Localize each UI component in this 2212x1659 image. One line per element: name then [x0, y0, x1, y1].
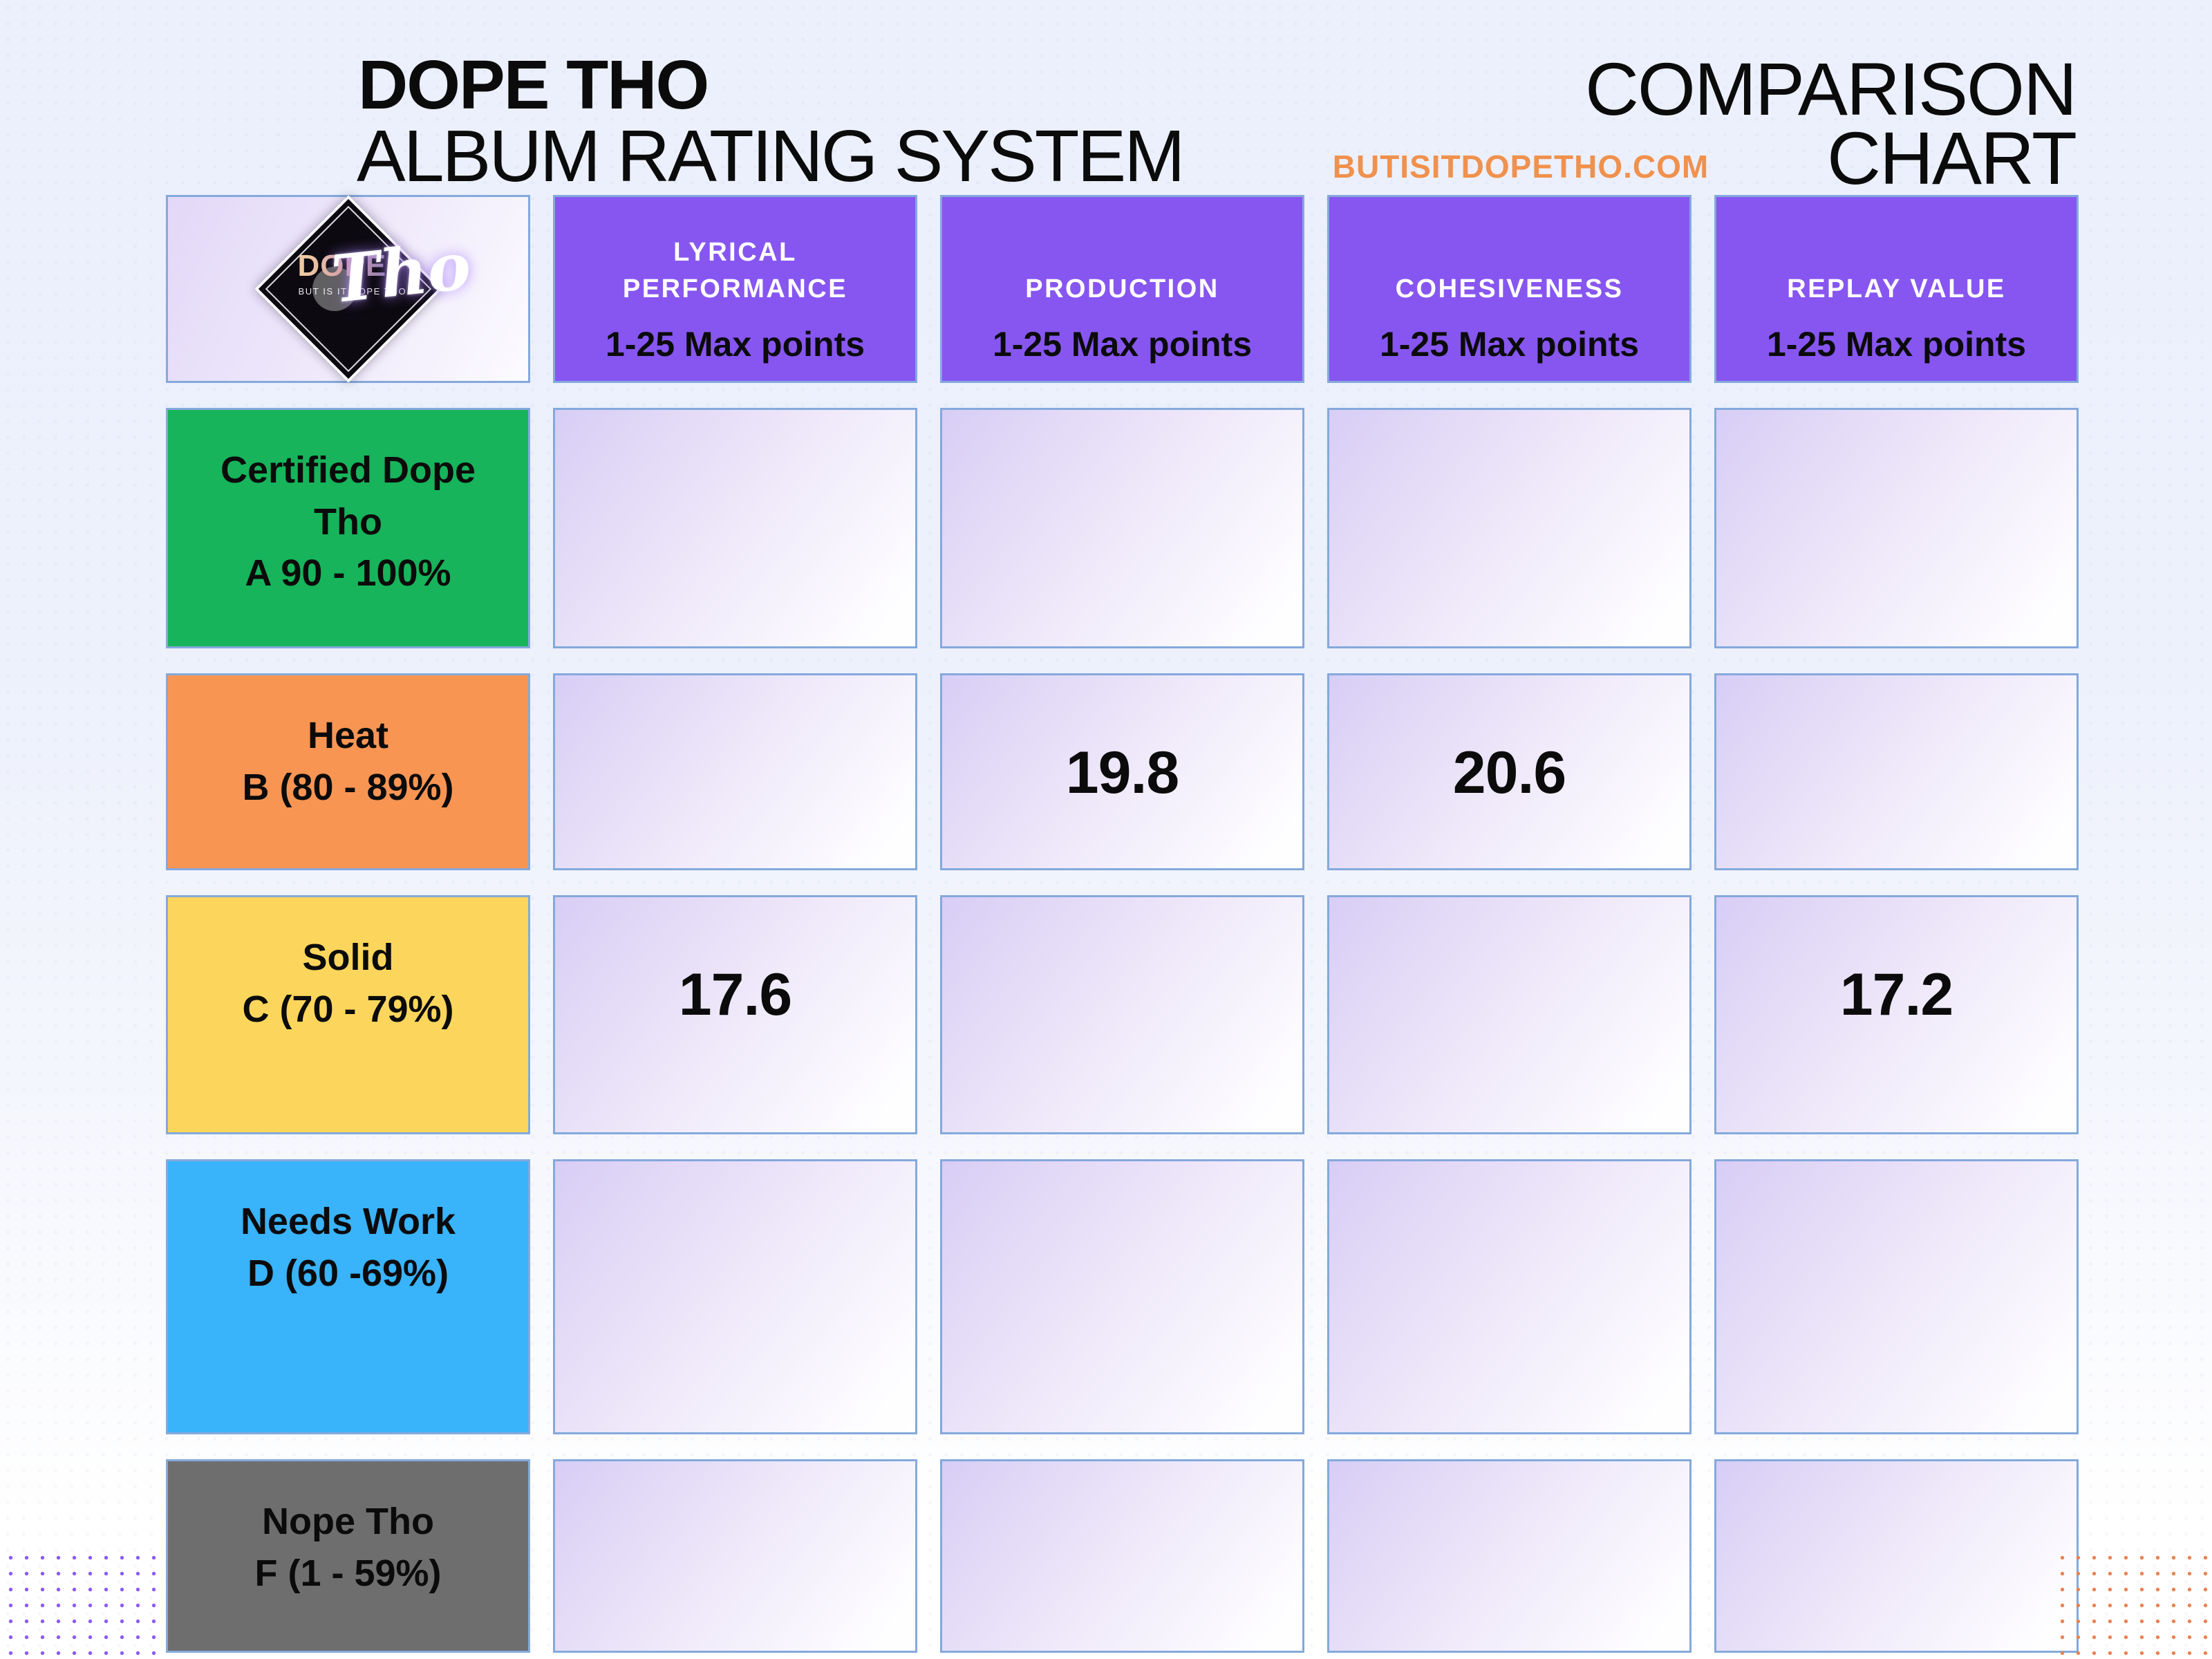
score-cell	[940, 895, 1304, 1134]
brand-title: DOPE THO	[358, 46, 709, 124]
row-label-solid: Solid C (70 - 79%)	[166, 895, 530, 1134]
score-cell	[553, 1459, 917, 1653]
row-grade-range: B (80 - 89%)	[242, 766, 454, 808]
score-cell	[1714, 1159, 2079, 1434]
score-value: 17.6	[678, 962, 792, 1028]
column-header-lyrical-performance: LYRICAL PERFORMANCE 1-25 Max points	[553, 195, 917, 383]
rating-table: DOPE BUT IS IT DOPE THO Tho LYRICAL PERF…	[166, 195, 2079, 1653]
score-cell	[553, 673, 917, 870]
logo-tagline: BUT IS IT DOPE THO	[298, 286, 407, 297]
score-cell	[1714, 673, 2079, 870]
row-grade-range: F (1 - 59%)	[254, 1552, 442, 1594]
column-header-replay-value: REPLAY VALUE 1-25 Max points	[1714, 195, 2079, 383]
score-cell-lyrical-solid: 17.6	[553, 895, 917, 1134]
max-points-label: 1-25 Max points	[1766, 325, 2027, 364]
corner-dots-purple	[0, 1546, 160, 1659]
score-value: 19.8	[1065, 740, 1179, 806]
score-cell-replay-solid: 17.2	[1714, 895, 2079, 1134]
row-grade-range: C (70 - 79%)	[242, 988, 454, 1030]
score-cell	[1327, 895, 1691, 1134]
row-label-nope-tho: Nope Tho F (1 - 59%)	[166, 1459, 530, 1653]
column-header-cohesiveness: COHESIVENESS 1-25 Max points	[1327, 195, 1691, 383]
row-label-heat: Heat B (80 - 89%)	[166, 673, 530, 870]
comparison-title-line2: CHART	[1826, 116, 2077, 200]
max-points-label: 1-25 Max points	[605, 325, 865, 364]
column-header-production: PRODUCTION 1-25 Max points	[940, 195, 1304, 383]
row-grade-name: Solid	[302, 937, 394, 978]
score-cell	[1714, 408, 2079, 648]
score-value: 17.2	[1839, 962, 1953, 1028]
score-cell	[553, 408, 917, 648]
row-grade-name: Nope Tho	[262, 1501, 434, 1542]
score-cell	[940, 408, 1304, 648]
logo-word-tho: Tho	[328, 227, 474, 319]
row-grade-range: D (60 -69%)	[247, 1252, 449, 1294]
row-label-needs-work: Needs Work D (60 -69%)	[166, 1159, 530, 1434]
row-grade-name: Heat	[307, 715, 389, 756]
score-cell	[940, 1159, 1304, 1434]
score-cell	[1327, 408, 1691, 648]
row-grade-name: Needs Work	[240, 1201, 456, 1242]
column-header-label: LYRICAL PERFORMANCE	[622, 237, 848, 303]
logo-circle-icon	[312, 267, 357, 311]
score-cell-production-heat: 19.8	[940, 673, 1304, 870]
logo-word-dope: DOPE	[297, 249, 387, 283]
website-url: BUTISITDOPETHO.COM	[1332, 149, 1709, 185]
score-cell	[1327, 1459, 1691, 1653]
score-cell	[1327, 1159, 1691, 1434]
dope-tho-logo: DOPE BUT IS IT DOPE THO Tho	[259, 199, 474, 379]
score-cell	[940, 1459, 1304, 1653]
max-points-label: 1-25 Max points	[992, 325, 1253, 364]
row-grade-range: A 90 - 100%	[245, 552, 451, 594]
column-header-label: REPLAY VALUE	[1787, 274, 2006, 303]
row-label-certified-dope-tho: Certified Dope Tho A 90 - 100%	[166, 408, 530, 648]
max-points-label: 1-25 Max points	[1379, 325, 1640, 364]
score-cell	[1714, 1459, 2079, 1653]
row-grade-name: Certified Dope Tho	[220, 449, 476, 543]
brand-subtitle: ALBUM RATING SYSTEM	[357, 115, 1185, 197]
logo-cell: DOPE BUT IS IT DOPE THO Tho	[166, 195, 530, 383]
comparison-title-line1: COMPARISON	[1584, 47, 2077, 131]
score-cell	[553, 1159, 917, 1434]
column-header-label: COHESIVENESS	[1395, 274, 1624, 303]
score-value: 20.6	[1452, 740, 1566, 806]
score-cell-cohesiveness-heat: 20.6	[1327, 673, 1691, 870]
column-header-label: PRODUCTION	[1025, 274, 1219, 303]
